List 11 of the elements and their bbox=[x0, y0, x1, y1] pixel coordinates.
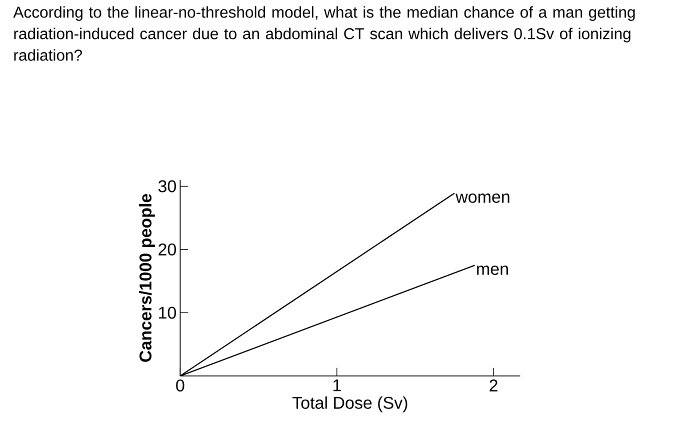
chart-title: According to the linear-no-threshold model, what is the median chance of a man getting radiation-induced cancer due to an abdominal CT scan which delivers 0.1Sv of ionizing radiation? bbox=[13, 6, 635, 61]
series-label: men bbox=[477, 266, 508, 275]
y-tick-label: 10 bbox=[159, 306, 176, 319]
y-tick-label: 30 bbox=[158, 180, 176, 192]
y-tick-label: 20 bbox=[158, 243, 176, 256]
y-axis-title: Cancers/1000 people bbox=[139, 194, 155, 362]
x-tick-label: 1 bbox=[333, 379, 341, 392]
x-tick-label: 0 bbox=[176, 379, 184, 392]
x-axis-title: Total Dose (Sv) bbox=[292, 396, 408, 412]
series-label: women bbox=[456, 194, 510, 203]
x-tick-label: 2 bbox=[490, 379, 498, 392]
